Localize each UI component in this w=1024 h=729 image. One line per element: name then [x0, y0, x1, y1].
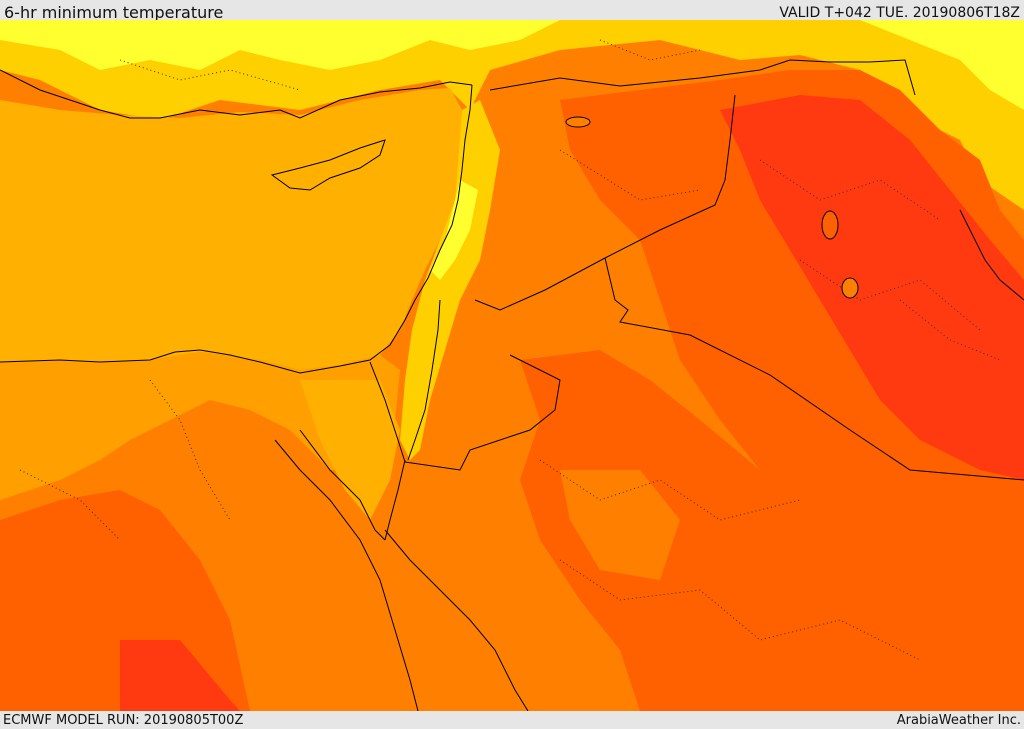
- province-line: [119, 59, 301, 91]
- band-north-yellow: [0, 20, 1024, 210]
- map-canvas: [0, 20, 1024, 711]
- jordan-iraq-border: [604, 257, 1024, 481]
- province-line: [149, 379, 231, 521]
- jordan-river-border: [407, 299, 441, 461]
- gulf-of-suez: [299, 429, 386, 541]
- province-line: [539, 459, 801, 521]
- map-header: 6-hr minimum temperature VALID T+042 TUE…: [0, 0, 1024, 22]
- gulf-of-aqaba: [384, 459, 406, 541]
- lake-assad: [565, 116, 591, 128]
- valid-time-label: VALID T+042 TUE. 20190806T18Z: [779, 5, 1020, 21]
- syria-iraq-border: [474, 94, 736, 311]
- temperature-map[interactable]: [0, 20, 1024, 711]
- levant-bright-strip: [430, 180, 478, 280]
- band-north-bright: [0, 20, 560, 70]
- model-run-label: ECMWF MODEL RUN: 20190805T00Z: [3, 713, 244, 728]
- province-lines: [19, 39, 1001, 661]
- province-line: [759, 159, 941, 221]
- jordan-saudi-border: [404, 354, 561, 471]
- red-sea-coastline-east: [384, 529, 529, 711]
- credit-label: ArabiaWeather Inc.: [896, 713, 1021, 728]
- red-sea-coastline-west: [274, 439, 419, 711]
- band-northeast-yellow: [860, 20, 1024, 110]
- province-line: [19, 469, 121, 541]
- southwest-red-patch: [120, 640, 240, 711]
- mediterranean-sea: [0, 88, 462, 370]
- arabia-orange-patch: [560, 470, 680, 580]
- map-footer: ECMWF MODEL RUN: 20190805T00Z ArabiaWeat…: [0, 711, 1024, 729]
- province-line: [559, 559, 921, 661]
- province-line: [899, 299, 1001, 361]
- persian-gulf-coastline: [959, 209, 1024, 301]
- iraq-red-zone: [720, 95, 1024, 480]
- egypt-amber: [0, 352, 400, 500]
- syria-turkey-border: [489, 59, 916, 96]
- mediterranean-coastline: [0, 84, 473, 374]
- egypt-israel-border: [369, 361, 406, 463]
- lake-razazza: [841, 277, 859, 299]
- turkey-coastline: [0, 69, 473, 119]
- province-line: [799, 259, 981, 331]
- arabia-deep-orange: [520, 350, 1024, 711]
- lake-tharthar: [821, 210, 839, 240]
- map-title: 6-hr minimum temperature: [4, 3, 224, 22]
- cyprus-coastline: [270, 139, 386, 191]
- sinai-amber: [300, 380, 400, 520]
